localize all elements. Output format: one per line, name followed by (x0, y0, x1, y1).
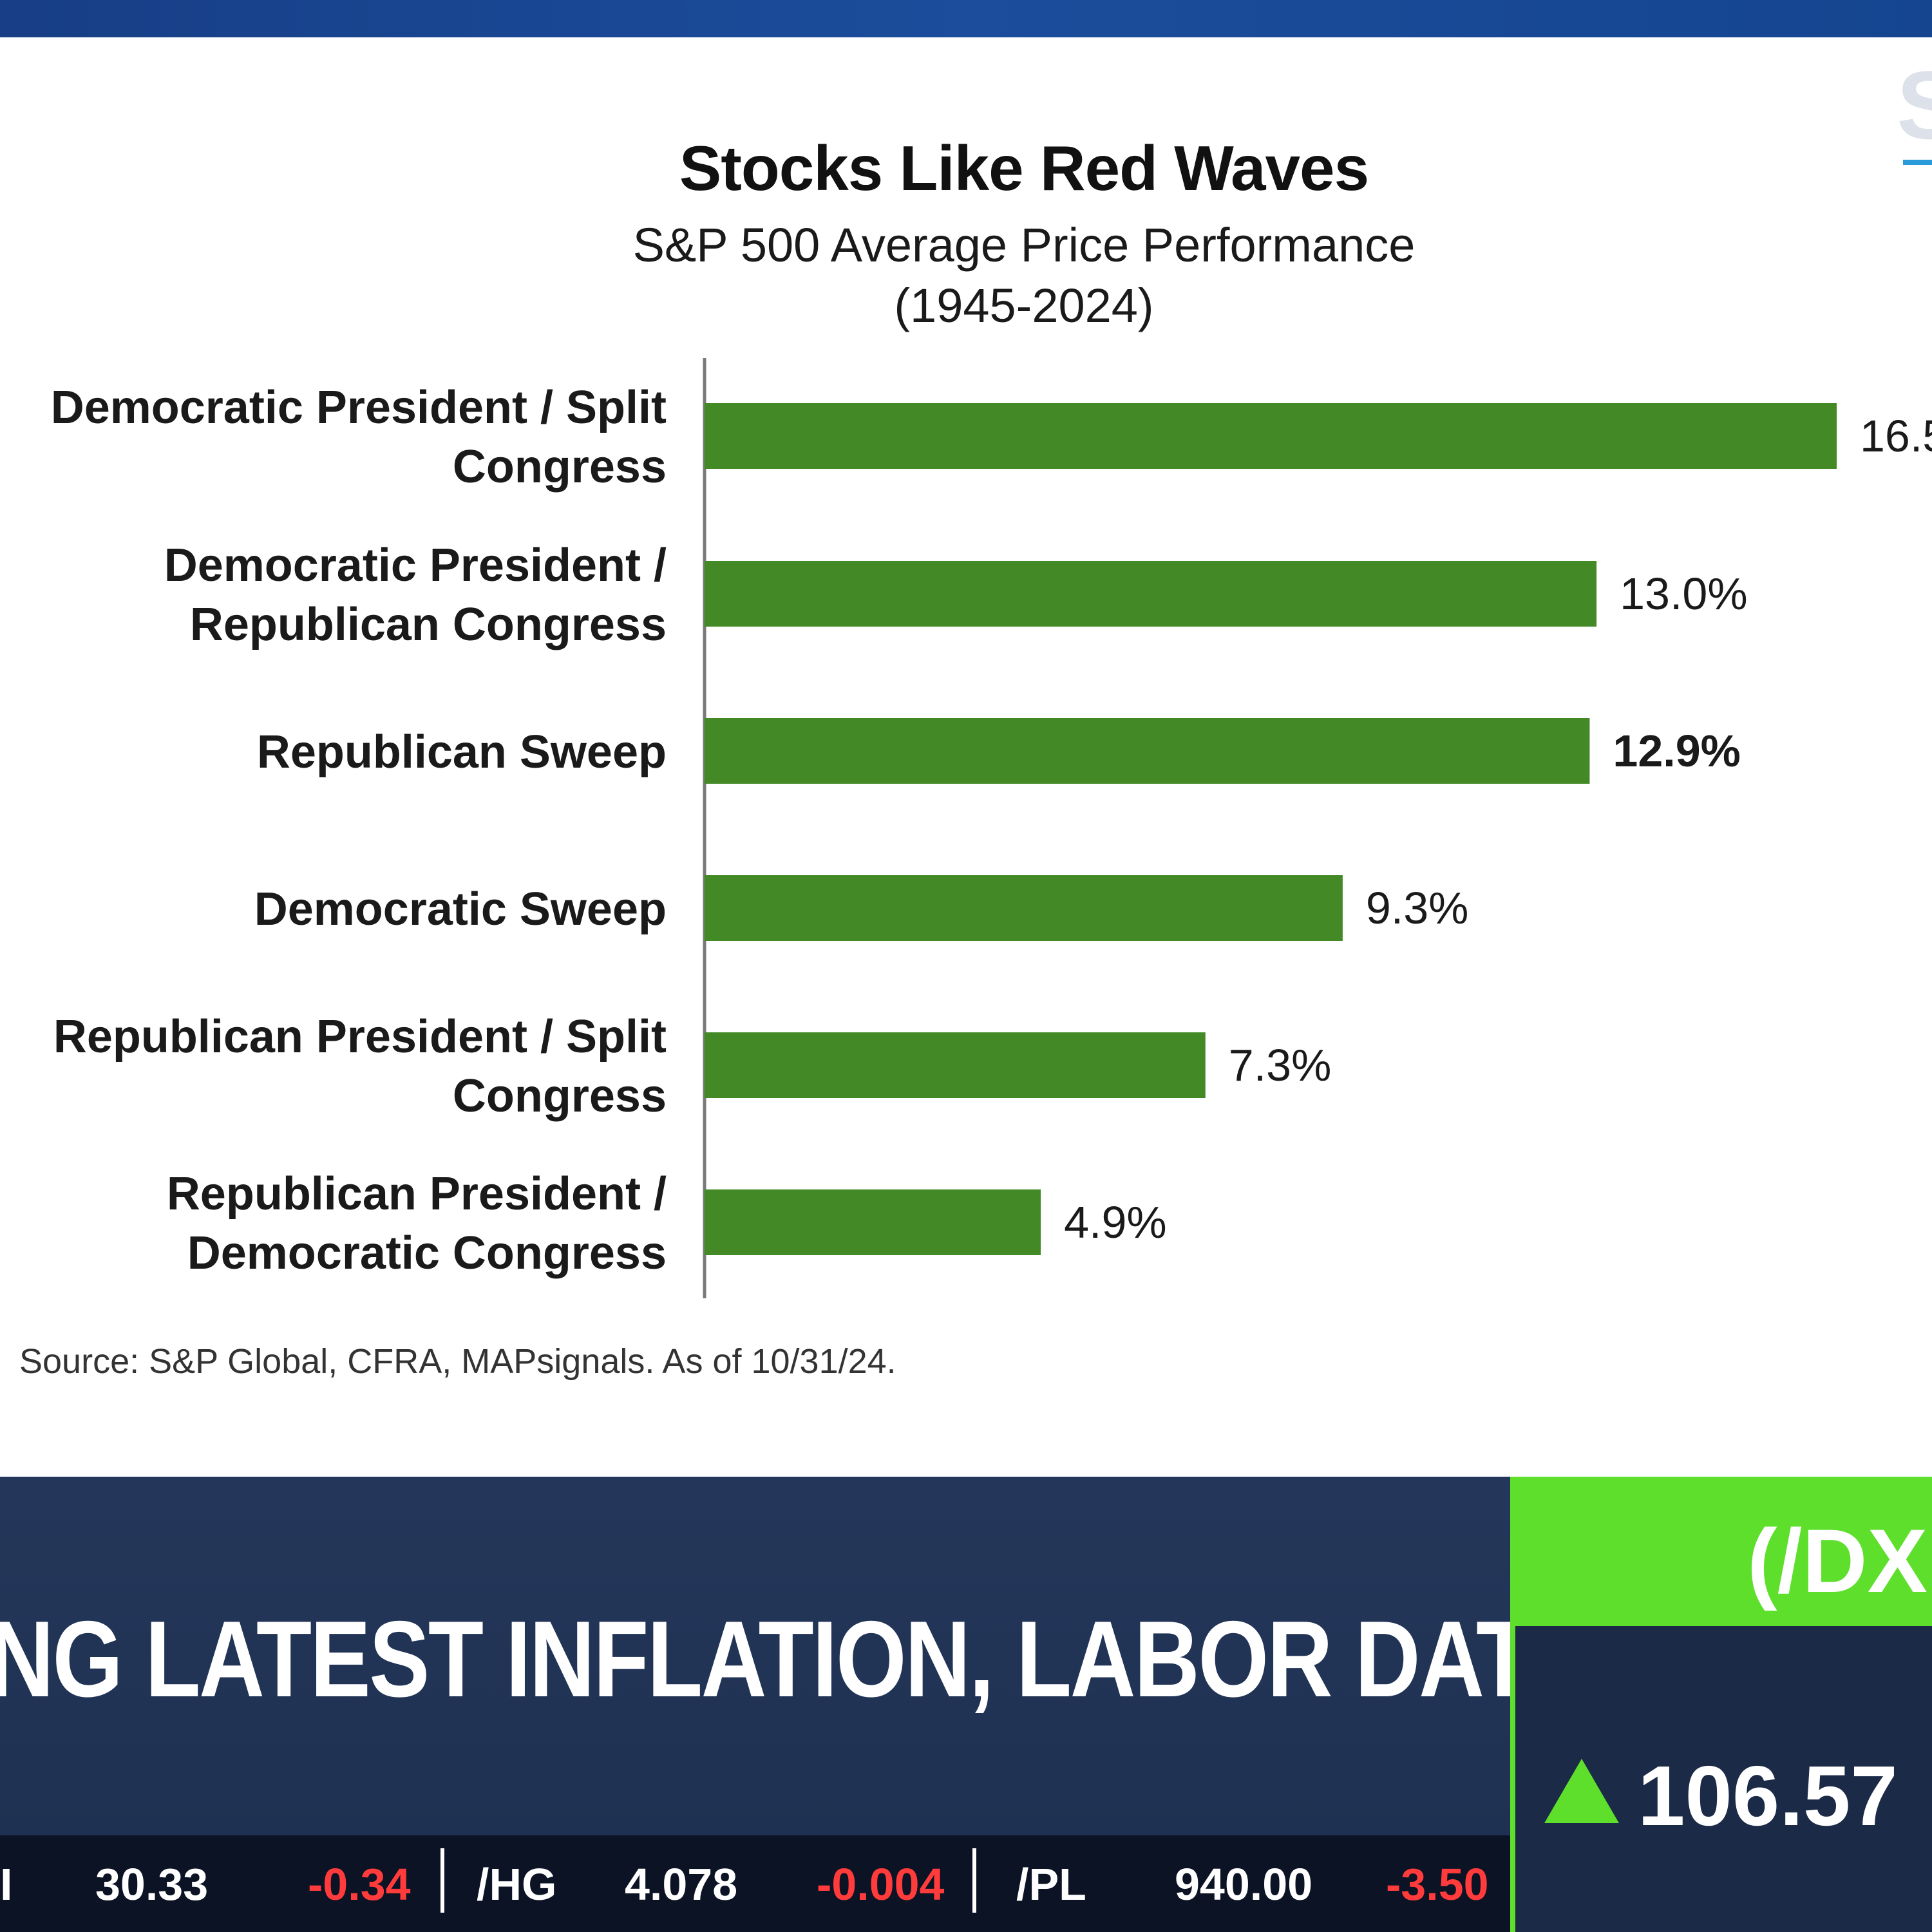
headline-text: NG LATEST INFLATION, LABOR DATA (0, 1598, 1589, 1719)
value-label: 12.9% (1613, 726, 1740, 776)
category-label: Congress (453, 441, 667, 493)
category-label: Republican Sweep (257, 726, 667, 778)
chart-title: Stocks Like Red Waves (679, 133, 1369, 204)
quote-symbol: (/DX (1747, 1510, 1927, 1611)
ticker-separator (440, 1848, 444, 1913)
ticker-item: -3.50 (1386, 1859, 1489, 1909)
value-label: 16.5% (1860, 411, 1932, 461)
value-label: 13.0% (1620, 569, 1747, 619)
ticker-item: I (0, 1859, 13, 1909)
ticker-item: /PL (1016, 1859, 1086, 1909)
quote-header: (/DX (1515, 1477, 1932, 1626)
source-note: Source: S&P Global, CFRA, MAPsignals. As… (19, 1342, 896, 1381)
network-logo: S (1897, 57, 1932, 166)
chart-subtitle: S&P 500 Average Price Performance (632, 218, 1416, 272)
value-label: 7.3% (1229, 1040, 1332, 1090)
bar (705, 1189, 1041, 1255)
category-label: Democratic Sweep (254, 884, 667, 935)
ticker-item: -0.34 (308, 1859, 411, 1909)
bar (705, 561, 1597, 627)
value-label: 9.3% (1366, 883, 1469, 933)
quote-value: 106.57 (1638, 1748, 1898, 1843)
ticker-item: 940.00 (1175, 1859, 1313, 1909)
category-label: Republican President / (167, 1168, 667, 1220)
bar (705, 875, 1343, 941)
bar (705, 1032, 1206, 1098)
logo-underline (1903, 160, 1932, 165)
ticker-item: 30.33 (95, 1859, 209, 1909)
category-label: Democratic President / (164, 540, 667, 591)
category-label: Democratic President / Split (51, 382, 667, 433)
chart-date-range: (1945-2024) (894, 279, 1154, 332)
market-ticker: I 30.33 -0.34/HG 4.078 -0.004/PL 940.00 -3.50 (0, 1835, 1510, 1932)
up-arrow-icon (1544, 1759, 1619, 1823)
logo-glyph: S (1897, 57, 1932, 159)
bar (705, 403, 1837, 469)
category-label: Republican President / Split (53, 1011, 667, 1063)
value-label: 4.9% (1064, 1197, 1167, 1247)
bar (705, 718, 1590, 784)
ticker-item: -0.004 (817, 1859, 945, 1909)
ticker-item: 4.078 (625, 1859, 738, 1909)
category-label: Republican Congress (190, 599, 667, 650)
ticker-item: /HG (477, 1859, 557, 1909)
ticker-separator (972, 1848, 976, 1913)
category-label: Democratic Congress (187, 1227, 667, 1279)
category-label: Congress (453, 1070, 667, 1122)
quote-box: (/DX 106.57 (1510, 1477, 1932, 1932)
lower-third-banner (0, 1477, 1510, 1835)
top-banner (0, 0, 1932, 37)
